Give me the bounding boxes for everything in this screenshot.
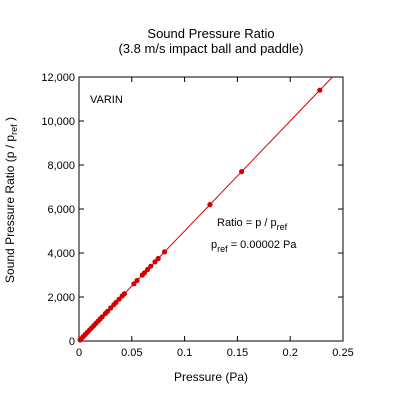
data-point bbox=[113, 299, 119, 306]
x-tick-label: 0 bbox=[76, 347, 82, 359]
y-label-sub: ref bbox=[9, 124, 19, 135]
chart-title: Sound Pressure Ratio bbox=[147, 26, 274, 41]
data-point bbox=[161, 249, 168, 255]
y-axis-label: Sound Pressure Ratio (p / pref ) bbox=[3, 117, 19, 283]
y-tick-label: 0 bbox=[69, 336, 75, 348]
data-point bbox=[121, 291, 128, 297]
data-point bbox=[141, 270, 148, 276]
y-tick-label: 4,000 bbox=[47, 248, 75, 260]
x-tick-label: 0.15 bbox=[227, 347, 248, 359]
x-tick-label: 0.05 bbox=[121, 347, 142, 359]
y-tick-label: 6,000 bbox=[47, 204, 75, 216]
data-point bbox=[155, 255, 161, 262]
data-point bbox=[317, 87, 323, 93]
y-label-part: ) bbox=[3, 117, 17, 124]
data-point bbox=[108, 305, 114, 311]
annotation-part: p bbox=[211, 239, 217, 251]
chart-subtitle: (3.8 m/s impact ball and paddle) bbox=[119, 41, 304, 56]
data-point bbox=[145, 266, 151, 273]
data-point bbox=[134, 277, 140, 284]
data-point bbox=[99, 314, 105, 320]
annotation-sub: ref bbox=[277, 222, 288, 232]
y-label-part: Sound Pressure Ratio (p / p bbox=[3, 135, 17, 283]
x-tick-label: 0.1 bbox=[177, 347, 192, 359]
y-tick-label: 2,000 bbox=[47, 292, 75, 304]
data-point bbox=[239, 169, 245, 175]
data-point bbox=[131, 281, 137, 287]
y-tick-label: 8,000 bbox=[47, 160, 75, 172]
x-axis-label: Pressure (Pa) bbox=[174, 370, 248, 384]
annotation: VARIN bbox=[90, 94, 123, 106]
data-point bbox=[152, 259, 158, 265]
data-point bbox=[207, 202, 213, 208]
data-point bbox=[148, 263, 154, 269]
y-tick-label: 12,000 bbox=[41, 72, 75, 84]
annotation-part: Ratio = p / p bbox=[217, 217, 277, 229]
annotation-part: = 0.00002 Pa bbox=[228, 239, 298, 251]
annotation-sub: ref bbox=[217, 244, 228, 254]
data-point bbox=[116, 296, 122, 302]
data-point bbox=[104, 308, 111, 314]
y-tick-label: 10,000 bbox=[41, 116, 75, 128]
annotation: pref = 0.00002 Pa bbox=[211, 239, 297, 254]
annotation: Ratio = p / pref bbox=[217, 217, 288, 232]
x-tick-label: 0.2 bbox=[283, 347, 298, 359]
x-tick-label: 0.25 bbox=[332, 347, 353, 359]
